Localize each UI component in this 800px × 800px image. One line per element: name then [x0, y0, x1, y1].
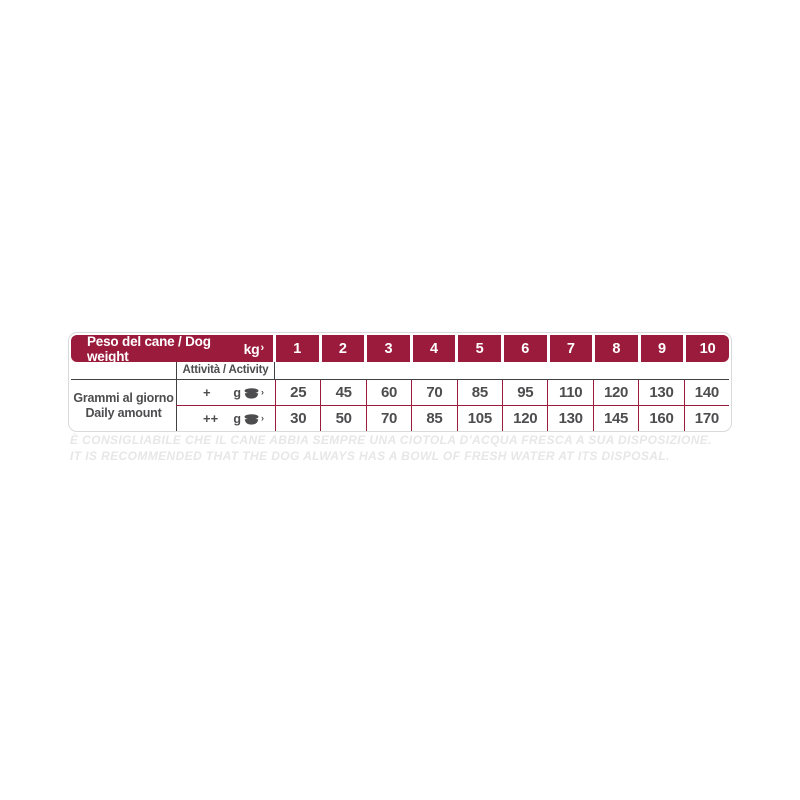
table-row-high-activity: ++ g › 30 50 70 85 10	[176, 406, 729, 431]
weight-header-cell: 3	[367, 335, 410, 362]
small-chevron-right-icon: ›	[261, 413, 264, 423]
amount-cell: 160	[638, 406, 683, 431]
activity-header-cell: Attività / Activity	[176, 362, 275, 379]
weight-value: 2	[338, 340, 347, 357]
gram-unit-text: g	[233, 385, 241, 400]
kg-unit: kg ›	[243, 340, 265, 357]
weight-header-cell: 5	[458, 335, 501, 362]
daily-amount-label-it: Grammi al giorno	[73, 390, 174, 405]
weight-value: 7	[566, 340, 575, 357]
weight-header-cell: 10	[686, 335, 729, 362]
daily-amount-label-en: Daily amount	[85, 405, 162, 420]
weight-value: 5	[475, 340, 484, 357]
footnote-italian: È CONSIGLIABILE CHE IL CANE ABBIA SEMPRE…	[70, 433, 712, 447]
kg-unit-text: kg	[243, 340, 260, 357]
spacer	[71, 362, 176, 379]
amount-cell: 30	[275, 406, 320, 431]
amount-cell: 50	[320, 406, 365, 431]
grams-unit: g ›	[233, 386, 264, 400]
gram-unit-text: g	[233, 411, 241, 426]
small-chevron-right-icon: ›	[261, 387, 264, 397]
amount-cell: 60	[365, 380, 411, 405]
footnote: È CONSIGLIABILE CHE IL CANE ABBIA SEMPRE…	[70, 433, 712, 464]
amount-cell: 70	[365, 406, 411, 431]
amount-cell: 70	[411, 380, 456, 405]
amount-cell: 85	[411, 406, 456, 431]
weight-value: 6	[521, 340, 530, 357]
weight-header-cell: 1	[276, 335, 319, 362]
amount-cell: 120	[502, 406, 547, 431]
table-header-row: Peso del cane / Dog weight kg › 1 2 3 4 5…	[71, 333, 729, 364]
amount-cell: 25	[275, 380, 320, 405]
weight-value: 9	[658, 340, 667, 357]
amount-cell: 110	[547, 380, 592, 405]
weight-header-cell: 4	[412, 335, 456, 362]
activity-level: +	[203, 385, 211, 400]
dog-weight-header-cell: Peso del cane / Dog weight kg ›	[71, 333, 273, 364]
data-rows: + g › 25 45 60 70 85	[176, 380, 729, 431]
activity-level-cell: ++ g ›	[176, 406, 275, 431]
grams-unit: g ›	[233, 412, 264, 426]
table-body: Grammi al giorno Daily amount + g ›	[71, 379, 729, 431]
dog-bowl-icon	[244, 387, 259, 399]
weight-header-cell: 6	[503, 335, 547, 362]
activity-level: ++	[203, 411, 219, 426]
weight-value: 8	[612, 340, 621, 357]
table-row-normal-activity: + g › 25 45 60 70 85	[176, 380, 729, 406]
weight-header-cell: 9	[640, 335, 684, 362]
feeding-guide-table: Peso del cane / Dog weight kg › 1 2 3 4 5…	[68, 332, 732, 432]
weight-header-cell: 2	[321, 335, 365, 362]
weight-value: 3	[384, 340, 393, 357]
amount-cell: 130	[638, 380, 683, 405]
activity-header-row: Attività / Activity	[71, 362, 729, 379]
amount-cell: 45	[320, 380, 365, 405]
amount-cell: 95	[502, 380, 547, 405]
amount-cell: 105	[456, 406, 502, 431]
activity-level-cell: + g ›	[176, 380, 275, 405]
amount-cell: 140	[683, 380, 729, 405]
daily-amount-label: Grammi al giorno Daily amount	[71, 380, 176, 431]
footnote-english: IT IS RECOMMENDED THAT THE DOG ALWAYS HA…	[70, 448, 670, 463]
dog-weight-label: Peso del cane / Dog weight	[87, 333, 211, 364]
weight-value: 4	[430, 340, 439, 357]
weight-header-cell: 7	[549, 335, 593, 362]
amount-cell: 130	[547, 406, 592, 431]
amount-cell: 145	[592, 406, 638, 431]
weight-value: 1	[293, 340, 302, 357]
amount-cell: 85	[456, 380, 502, 405]
weight-header-cell: 8	[595, 335, 638, 362]
spacer	[275, 362, 729, 379]
weight-value: 10	[699, 340, 716, 357]
amount-cell: 170	[683, 406, 729, 431]
amount-cell: 120	[592, 380, 638, 405]
small-chevron-right-icon: ›	[260, 342, 265, 354]
dog-bowl-icon	[244, 413, 259, 425]
